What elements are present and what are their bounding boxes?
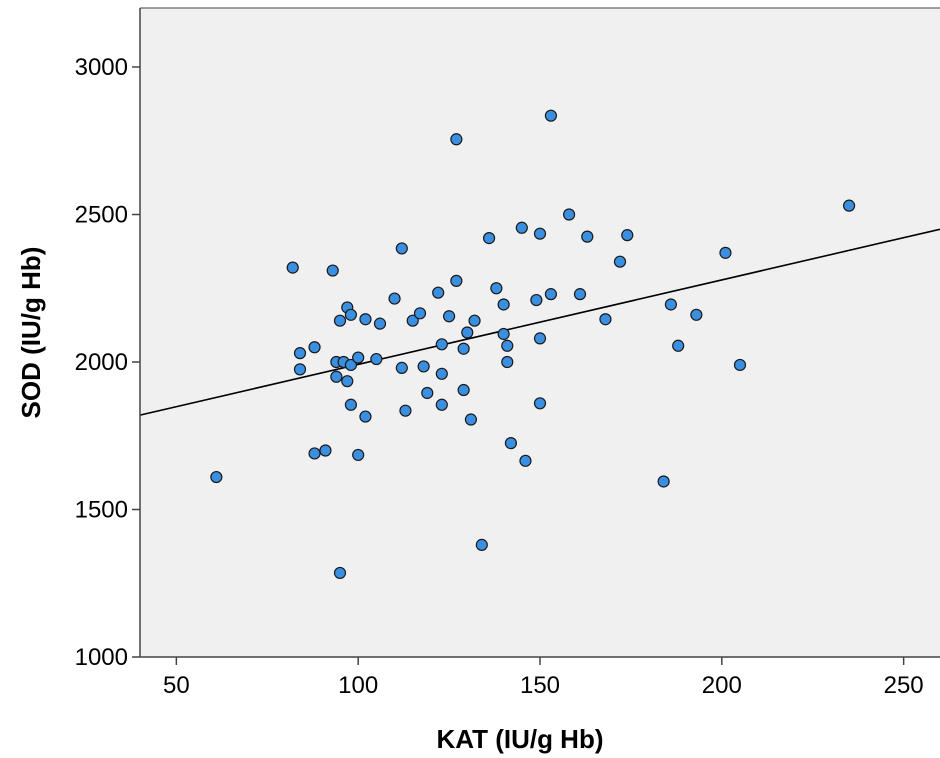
ticks-layer: 50 100 150 200 250 1000 1500 2000 2500 3000 [75,54,924,699]
data-point [544,288,558,301]
data-point [719,246,732,259]
data-point [501,339,514,352]
data-point [562,208,576,221]
data-point [468,314,481,327]
data-point [352,351,365,364]
data-point [333,314,347,327]
data-point [333,566,347,580]
data-point [457,342,470,355]
data-point [442,310,456,323]
x-tick-label: 250 [884,672,924,699]
data-point [359,313,372,326]
data-point [530,293,543,307]
data-point [344,398,358,411]
x-tick-label: 200 [702,672,742,699]
data-point [308,341,321,354]
data-point [308,447,321,460]
data-point [533,332,547,345]
data-point [293,347,307,360]
data-point [501,355,514,369]
data-point [435,367,448,380]
data-point [417,360,430,373]
data-point [373,317,387,330]
data-point [399,404,412,417]
data-point [544,109,558,122]
data-point [341,375,354,388]
data-point [464,413,478,426]
data-point [210,470,223,484]
x-axis-title: KAT (IU/g Hb) [436,724,603,754]
data-point [461,326,474,339]
data-point [490,282,503,295]
data-point [319,444,332,457]
data-point [457,383,470,397]
data-point [330,370,343,383]
data-point [286,261,299,274]
y-tick-label: 2000 [75,349,128,376]
data-point [519,454,532,467]
data-point [482,232,496,245]
data-point [504,437,518,450]
y-tick-label: 2500 [75,202,128,229]
data-point [533,397,547,410]
data-point [432,286,445,299]
data-point [515,221,528,234]
x-tick-label: 100 [338,672,378,699]
data-point [475,538,488,552]
data-point [842,199,856,212]
points-layer [210,109,856,580]
data-point [690,308,703,321]
data-point [395,242,408,255]
data-point [664,298,678,311]
data-point [733,358,747,372]
fit-line [139,228,940,416]
fit-line-layer [139,228,940,416]
data-point [293,363,307,376]
data-point [497,298,510,311]
data-point [613,255,627,268]
data-point [533,227,547,240]
data-point [370,352,383,366]
data-point [413,307,427,320]
y-axis-title: SOD (IU/g Hb) [16,247,46,419]
x-tick-label: 150 [520,672,560,699]
data-point [573,288,587,301]
data-point [344,358,358,372]
data-point [435,338,448,351]
data-point [657,475,670,488]
data-point [421,386,434,400]
data-point [581,230,594,243]
data-point [672,339,685,352]
data-point [435,398,448,411]
data-point [621,229,634,242]
data-point [326,264,339,277]
data-point [450,274,463,287]
x-tick-label: 50 [163,672,190,699]
data-point [406,314,419,327]
data-point [395,361,408,374]
y-tick-label: 1500 [75,497,128,524]
data-point [344,308,358,321]
data-point [450,133,463,146]
data-point [599,313,612,326]
data-point [388,292,401,305]
data-point [359,410,372,423]
data-point [352,448,365,462]
y-tick-label: 3000 [75,54,128,81]
data-point [497,327,510,341]
y-tick-label: 1000 [75,644,128,671]
